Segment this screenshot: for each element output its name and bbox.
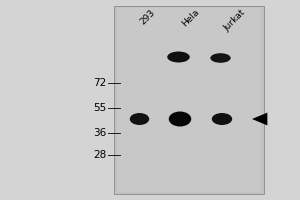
Text: 72: 72 <box>93 78 106 88</box>
Ellipse shape <box>130 113 149 125</box>
Text: Jurkat: Jurkat <box>222 8 247 33</box>
Ellipse shape <box>210 53 231 63</box>
Polygon shape <box>252 113 267 125</box>
Bar <box>114 6 264 194</box>
Text: 293: 293 <box>138 8 157 26</box>
Text: 36: 36 <box>93 128 106 138</box>
Ellipse shape <box>167 51 190 62</box>
Text: Hela: Hela <box>180 8 201 29</box>
Ellipse shape <box>169 112 191 127</box>
Bar <box>117 8 261 192</box>
Text: 28: 28 <box>93 150 106 160</box>
Text: 55: 55 <box>93 103 106 113</box>
Ellipse shape <box>212 113 232 125</box>
